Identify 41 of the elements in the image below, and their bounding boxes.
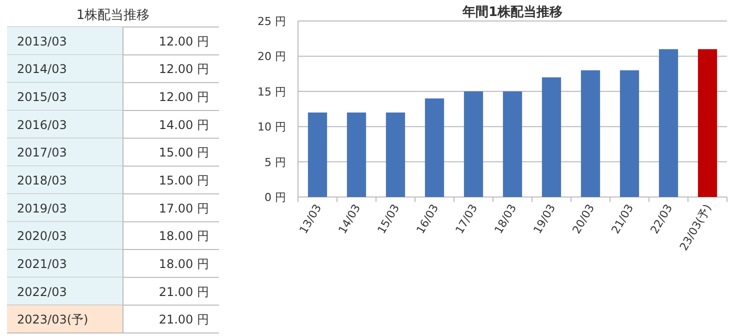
category-label: 2014/03 — [17, 62, 67, 76]
y-tick-label: 15 円 — [258, 85, 286, 98]
chart-title: 年間1株配当推移 — [461, 5, 563, 20]
text: 12.00 円 — [158, 34, 209, 48]
text: 18.00 円 — [158, 256, 209, 271]
category-label: 2022/03 — [17, 284, 67, 299]
text: 21.00 円 — [158, 312, 209, 327]
category-label: 2023/03(予) — [17, 312, 88, 327]
category-label: 2016/03 — [17, 118, 67, 132]
text: 15.00 円 — [158, 146, 209, 160]
category-label: 2017/03 — [17, 146, 67, 160]
bar — [502, 91, 522, 197]
bar — [308, 112, 328, 197]
text: 18.00 円 — [158, 229, 209, 244]
y-tick-label: 0 円 — [264, 191, 286, 204]
category-label: 2015/03 — [17, 90, 67, 104]
bar — [620, 70, 640, 197]
text: 12.00 円 — [158, 90, 209, 104]
category-label: 2021/03 — [17, 256, 67, 271]
text: 17.00 円 — [158, 201, 209, 216]
bar — [698, 49, 718, 197]
bar — [464, 91, 484, 197]
bar — [580, 70, 600, 197]
bar — [658, 49, 678, 197]
text: 1株配当推移 — [76, 8, 150, 23]
text: 21.00 円 — [158, 284, 209, 299]
category-label: 2018/03 — [17, 174, 67, 188]
category-label: 2019/03 — [17, 201, 67, 216]
y-tick-label: 25 円 — [258, 15, 286, 28]
bar — [386, 112, 406, 197]
bar — [346, 112, 366, 197]
text: 15.00 円 — [158, 174, 209, 188]
category-label: 2020/03 — [17, 229, 67, 244]
category-label: 2013/03 — [17, 34, 67, 48]
y-tick-label: 10 円 — [258, 120, 286, 134]
y-tick-label: 5 円 — [264, 156, 286, 169]
bar — [542, 77, 562, 197]
text: 12.00 円 — [158, 62, 209, 76]
bar — [424, 98, 444, 197]
y-tick-label: 20 円 — [258, 50, 286, 64]
text: 14.00 円 — [158, 118, 209, 132]
